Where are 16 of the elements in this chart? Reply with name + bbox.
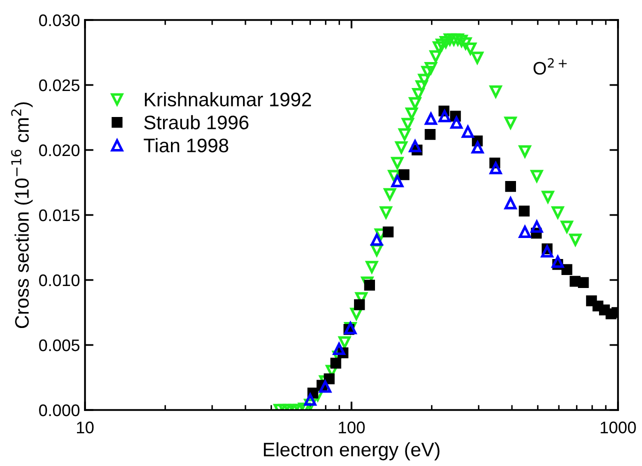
annotation: O$^{2+}$ (534, 58, 567, 75)
y-tick-label: 0.000 (39, 404, 80, 416)
x-tick-label: 10 (77, 422, 94, 434)
y-tick-label: 0.020 (39, 144, 80, 156)
y-tick-label: 0.010 (39, 274, 80, 286)
legend-label: Tian 1998 (144, 138, 228, 152)
y-tick-label: 0.030 (39, 14, 80, 26)
y-tick-label: 0.025 (39, 79, 80, 92)
legend-label: Krishnakumar 1992 (144, 92, 311, 106)
y-tick-label: 0.015 (39, 209, 80, 222)
x-axis-title: Electron energy (eV) (264, 442, 440, 460)
legend-label: Straub 1996 (144, 115, 248, 130)
x-tick-label: 100 (338, 422, 365, 434)
y-axis-title: Cross section (10$^{−16}$ cm$^{2}$) (11, 102, 33, 328)
y-tick-label: 0.005 (39, 339, 80, 352)
x-tick-label: 1000 (600, 422, 636, 434)
